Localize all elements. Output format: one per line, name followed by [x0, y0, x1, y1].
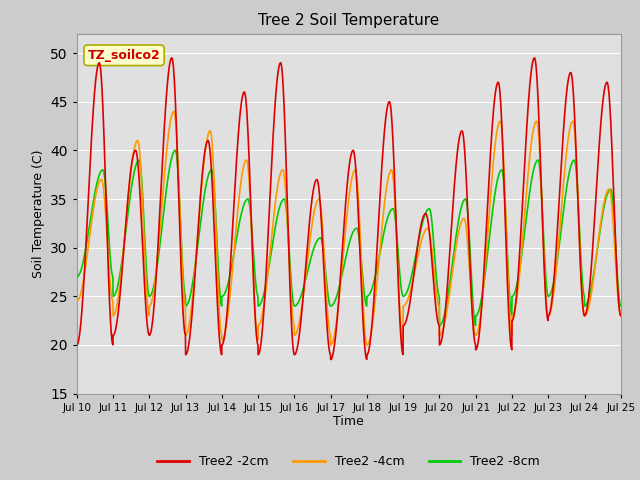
Tree2 -8cm — [172, 147, 179, 153]
Tree2 -4cm — [617, 313, 625, 319]
Tree2 -4cm — [548, 304, 556, 310]
Line: Tree2 -8cm: Tree2 -8cm — [77, 150, 621, 325]
Tree2 -8cm — [305, 263, 313, 268]
Tree2 -2cm — [282, 142, 289, 147]
X-axis label: Time: Time — [333, 415, 364, 429]
Tree2 -2cm — [305, 224, 313, 229]
Tree2 -4cm — [327, 342, 335, 348]
Tree2 -4cm — [607, 189, 614, 195]
Text: TZ_soilco2: TZ_soilco2 — [88, 49, 161, 62]
Tree2 -4cm — [167, 115, 175, 121]
Y-axis label: Soil Temperature (C): Soil Temperature (C) — [31, 149, 45, 278]
Tree2 -4cm — [73, 298, 81, 304]
Legend: Tree2 -2cm, Tree2 -4cm, Tree2 -8cm: Tree2 -2cm, Tree2 -4cm, Tree2 -8cm — [152, 450, 545, 473]
Tree2 -8cm — [167, 157, 175, 163]
Title: Tree 2 Soil Temperature: Tree 2 Soil Temperature — [258, 13, 440, 28]
Tree2 -2cm — [167, 56, 175, 61]
Tree2 -8cm — [436, 323, 444, 328]
Tree2 -4cm — [305, 244, 313, 250]
Line: Tree2 -2cm: Tree2 -2cm — [77, 58, 621, 360]
Tree2 -2cm — [73, 342, 81, 348]
Tree2 -2cm — [607, 110, 614, 116]
Tree2 -2cm — [168, 55, 175, 61]
Tree2 -4cm — [135, 142, 143, 147]
Tree2 -8cm — [617, 303, 625, 309]
Tree2 -4cm — [282, 187, 289, 193]
Tree2 -2cm — [617, 313, 625, 319]
Tree2 -8cm — [607, 186, 614, 192]
Tree2 -8cm — [282, 200, 289, 206]
Tree2 -8cm — [73, 274, 81, 280]
Tree2 -4cm — [170, 108, 178, 114]
Tree2 -2cm — [135, 172, 143, 178]
Tree2 -8cm — [548, 288, 556, 293]
Tree2 -2cm — [327, 357, 335, 362]
Tree2 -8cm — [135, 157, 143, 163]
Line: Tree2 -4cm: Tree2 -4cm — [77, 111, 621, 345]
Tree2 -2cm — [548, 299, 556, 305]
